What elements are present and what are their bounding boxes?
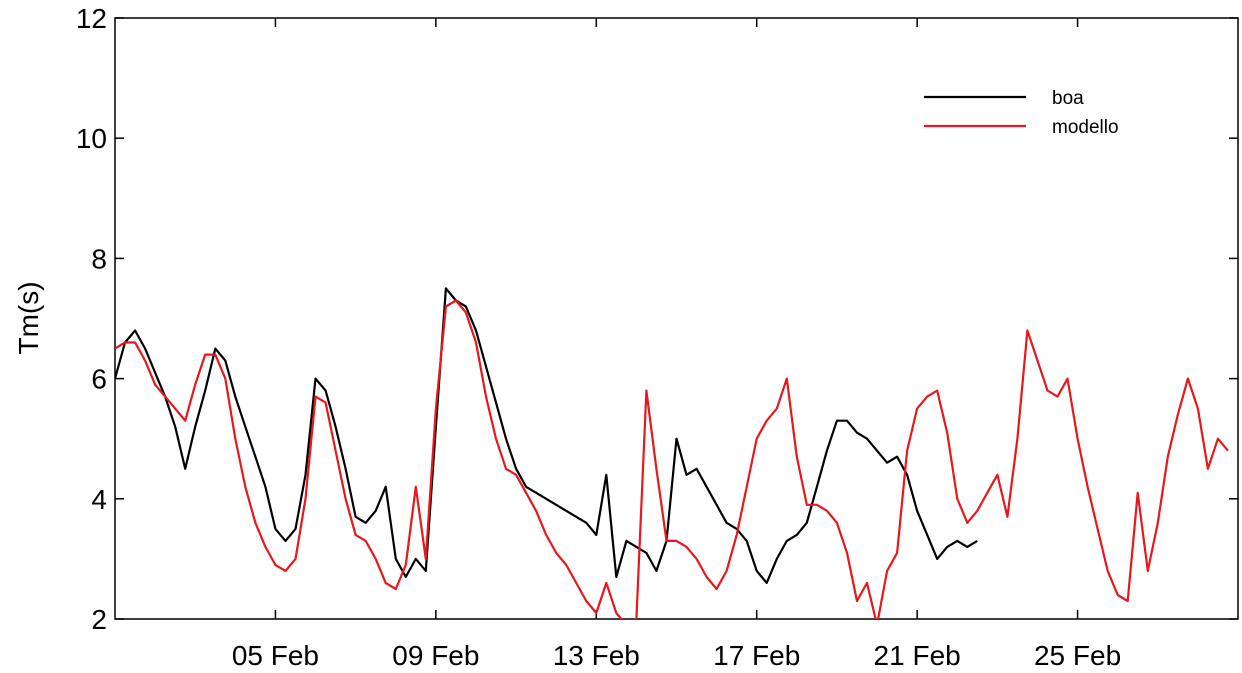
y-tick-label: 8 [91, 243, 107, 274]
series-line-modello [115, 299, 1229, 619]
y-tick-label: 4 [91, 484, 107, 515]
legend: boa modello [924, 88, 1119, 138]
axis-ticks: 2 4 6 8 10 12 05 Feb 09 Feb 13 Feb 17 Feb 21 Feb 25… [76, 3, 1238, 671]
x-tick-label: 21 Feb [874, 640, 961, 671]
series-layer [115, 287, 1229, 619]
y-axis-title: Tm(s) [13, 281, 44, 354]
x-tick-label: 25 Feb [1034, 640, 1121, 671]
legend-label-boa: boa [1052, 88, 1084, 109]
plot-frame [114, 17, 1239, 620]
x-tick-label: 05 Feb [232, 640, 319, 671]
y-tick-label: 6 [91, 364, 107, 395]
x-tick-label: 17 Feb [713, 640, 800, 671]
x-tick-label: 13 Feb [553, 640, 640, 671]
y-tick-label: 10 [76, 123, 107, 154]
y-tick-label: 12 [76, 3, 107, 34]
y-tick-label: 2 [91, 604, 107, 635]
series-line-boa [115, 287, 978, 584]
x-tick-label: 09 Feb [392, 640, 479, 671]
legend-label-modello: modello [1052, 117, 1119, 138]
